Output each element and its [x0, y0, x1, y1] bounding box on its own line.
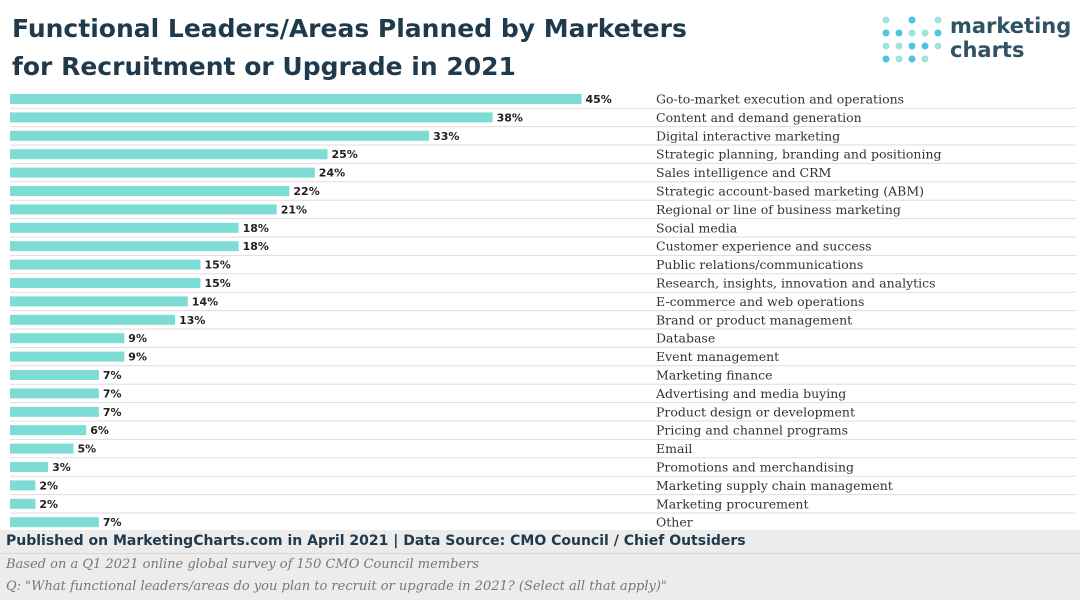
bar — [10, 480, 36, 491]
data-label: 7% — [103, 516, 122, 528]
category-label: Go-to-market execution and operations — [656, 92, 904, 107]
bar — [10, 462, 49, 472]
bar — [10, 351, 125, 362]
bar — [10, 259, 201, 270]
bar — [10, 425, 87, 436]
category-label: Pricing and channel programs — [656, 423, 848, 438]
data-label: 24% — [319, 167, 345, 180]
bar — [10, 204, 277, 215]
category-label: Email — [656, 441, 692, 456]
data-label: 6% — [90, 424, 109, 437]
category-label: Advertising and media buying — [655, 386, 846, 401]
data-label: 18% — [243, 222, 269, 235]
category-label: Event management — [656, 349, 779, 364]
category-label: Sales intelligence and CRM — [656, 165, 832, 180]
marketingcharts-logo: marketing charts — [880, 14, 1075, 66]
bar — [10, 517, 99, 528]
bar — [10, 167, 315, 178]
category-label: Marketing supply chain management — [656, 478, 893, 493]
bar — [10, 406, 99, 417]
chart-title-line2: for Recruitment or Upgrade in 2021 — [12, 52, 516, 81]
category-label: Content and demand generation — [656, 110, 862, 125]
bar — [10, 388, 99, 399]
bar — [10, 130, 430, 141]
survey-note: Based on a Q1 2021 online global survey … — [6, 557, 480, 572]
data-label: 5% — [78, 443, 97, 456]
data-label: 7% — [103, 369, 122, 382]
data-label: 2% — [39, 498, 58, 511]
category-label: Public relations/communications — [656, 257, 863, 272]
category-label: Marketing procurement — [656, 496, 809, 511]
data-label: 21% — [281, 203, 307, 216]
bar — [10, 498, 36, 509]
category-label: Other — [656, 515, 693, 528]
data-label: 15% — [205, 259, 231, 272]
footer-divider — [0, 553, 1080, 554]
bar — [10, 149, 328, 160]
data-label: 9% — [128, 351, 147, 364]
data-label: 3% — [52, 461, 71, 474]
category-label: Promotions and merchandising — [656, 460, 854, 475]
bar — [10, 296, 188, 307]
category-label: Product design or development — [656, 404, 855, 419]
data-label: 25% — [332, 148, 358, 161]
category-label: Brand or product management — [656, 312, 852, 327]
category-label: Customer experience and success — [656, 239, 872, 254]
chart-title-line1: Functional Leaders/Areas Planned by Mark… — [12, 14, 687, 43]
category-label: Marketing finance — [656, 368, 773, 383]
data-label: 22% — [293, 185, 319, 198]
survey-question: Q: "What functional leaders/areas do you… — [6, 579, 667, 594]
published-source-line: Published on MarketingCharts.com in Apri… — [6, 533, 746, 549]
bar — [10, 278, 201, 288]
data-label: 13% — [179, 314, 205, 327]
category-label: Strategic account-based marketing (ABM) — [656, 184, 924, 199]
footer: Published on MarketingCharts.com in Apri… — [0, 530, 1080, 600]
category-label: Social media — [656, 220, 738, 235]
data-label: 15% — [205, 277, 231, 290]
data-label: 45% — [586, 93, 612, 106]
data-label: 7% — [103, 387, 122, 400]
category-label: E-commerce and web operations — [656, 294, 864, 309]
brand-line1: marketing — [950, 14, 1072, 38]
bar — [10, 186, 290, 196]
data-label: 33% — [433, 130, 459, 143]
bar — [10, 314, 176, 325]
category-label: Strategic planning, branding and positio… — [656, 147, 942, 162]
bar-chart: 45% Go-to-market execution and operations… — [10, 92, 1076, 528]
chart-title: Functional Leaders/Areas Planned by Mark… — [12, 10, 772, 86]
dot-grid-logo-icon — [882, 16, 942, 63]
category-label: Database — [656, 331, 715, 346]
data-label: 18% — [243, 240, 269, 253]
category-label: Regional or line of business marketing — [656, 202, 901, 217]
category-label: Research, insights, innovation and analy… — [656, 276, 936, 291]
data-label: 7% — [103, 406, 122, 419]
data-label: 38% — [497, 111, 523, 124]
bar — [10, 333, 125, 344]
brand-wordmark: marketing charts — [950, 14, 1071, 62]
bar — [10, 94, 582, 104]
bar — [10, 222, 239, 233]
data-label: 9% — [128, 332, 147, 345]
data-label: 14% — [192, 295, 218, 308]
bar — [10, 241, 239, 252]
bar — [10, 112, 493, 123]
category-label: Digital interactive marketing — [656, 128, 840, 143]
brand-line2: charts — [950, 38, 1025, 62]
bar — [10, 443, 74, 454]
data-label: 2% — [39, 479, 58, 492]
bar — [10, 370, 99, 380]
